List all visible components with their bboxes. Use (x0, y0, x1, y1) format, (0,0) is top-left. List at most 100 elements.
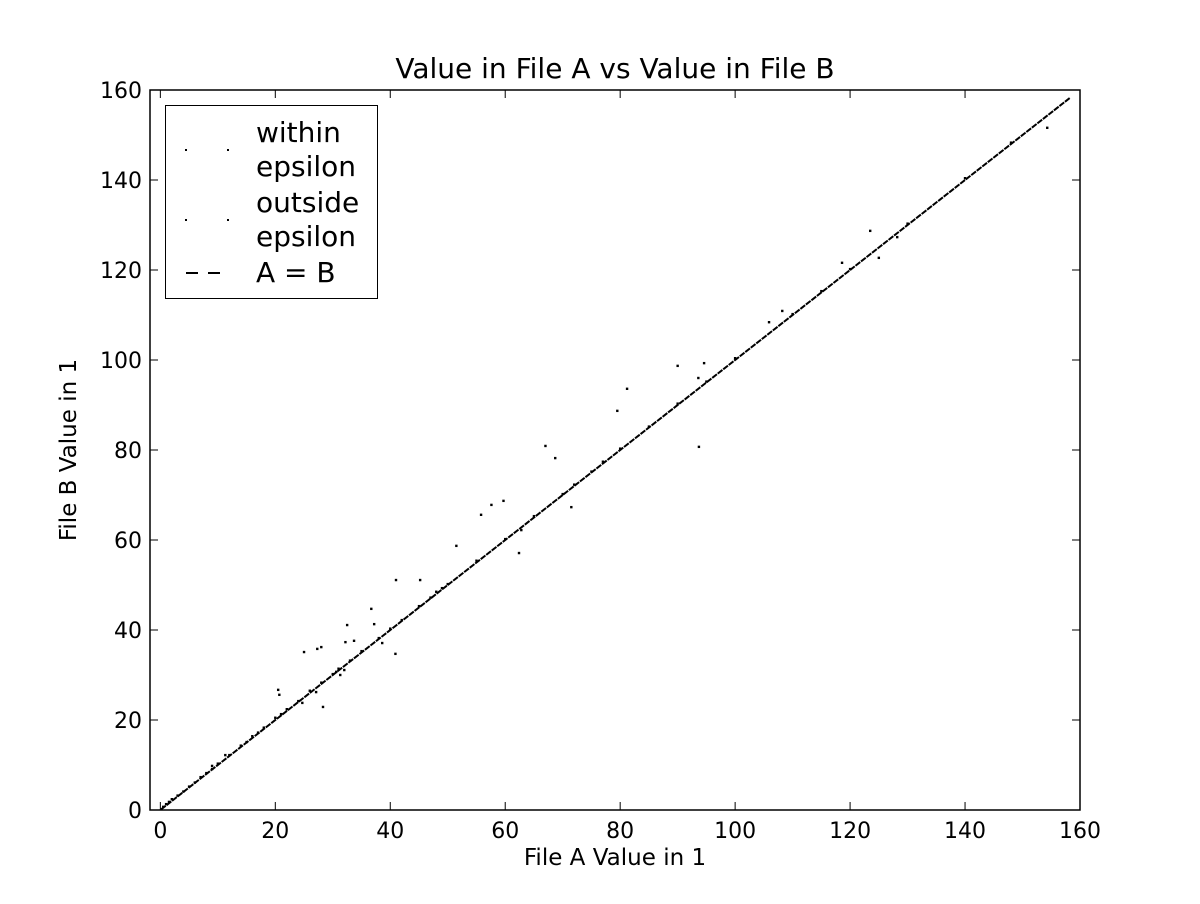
legend: within epsilon outside epsilon A = B (165, 105, 378, 299)
point (544, 444, 547, 448)
y-tick-label: 140 (100, 169, 142, 194)
point (429, 596, 432, 599)
y-tick-label: 120 (100, 259, 142, 284)
legend-marker (185, 219, 187, 221)
legend-label: A = B (256, 256, 336, 289)
point (381, 641, 384, 645)
point (440, 586, 444, 590)
x-tick-label: 160 (1059, 819, 1101, 844)
legend-swatch (185, 219, 229, 221)
point (274, 716, 277, 719)
point (767, 321, 771, 324)
point (276, 688, 280, 692)
point (475, 559, 478, 562)
point (320, 645, 323, 649)
point (321, 705, 325, 709)
legend-entry: within epsilon (166, 116, 377, 184)
point (676, 402, 679, 405)
point (896, 235, 899, 239)
point (963, 177, 967, 180)
x-tick-label: 80 (606, 819, 634, 844)
y-tick-label: 20 (114, 709, 142, 734)
x-tick-label: 0 (153, 819, 167, 844)
line (158, 96, 1071, 810)
point (301, 701, 304, 705)
point (344, 640, 347, 644)
point (316, 647, 319, 651)
point (370, 607, 373, 611)
y-axis-label: File B Value in 1 (56, 359, 82, 541)
point (906, 222, 909, 225)
point (625, 387, 629, 390)
y-tick-label: 0 (128, 799, 142, 824)
point (601, 460, 605, 463)
point (279, 712, 283, 716)
x-tick-label: 140 (944, 819, 986, 844)
legend-entry: A = B (166, 256, 377, 290)
point (1009, 141, 1013, 144)
point (360, 649, 363, 653)
y-tick-label: 60 (114, 529, 142, 554)
y-tick-label: 40 (114, 619, 142, 644)
point (394, 578, 398, 582)
point (372, 622, 376, 626)
point (820, 289, 823, 293)
legend-label: outside epsilon (256, 186, 360, 253)
point (455, 544, 458, 548)
x-tick-label: 120 (829, 819, 871, 844)
legend-entry: outside epsilon (166, 186, 377, 254)
point (520, 528, 523, 532)
point (697, 445, 701, 449)
point (618, 447, 622, 450)
point (532, 514, 536, 518)
point (697, 376, 700, 380)
point (285, 708, 288, 711)
point (877, 256, 881, 260)
point (164, 802, 168, 806)
point (224, 753, 227, 757)
x-tick-label: 20 (261, 819, 289, 844)
point (170, 798, 174, 801)
point (239, 744, 243, 747)
point (339, 673, 342, 677)
y-tick-label: 100 (100, 349, 142, 374)
point (1046, 126, 1049, 129)
point (352, 639, 356, 642)
point (394, 652, 397, 656)
legend-marker (227, 219, 229, 221)
point (570, 505, 573, 509)
point (210, 764, 214, 768)
point (616, 409, 619, 413)
point (308, 689, 311, 692)
y-tick-label: 80 (114, 439, 142, 464)
point (278, 693, 281, 696)
point (345, 623, 349, 627)
legend-marker (185, 149, 187, 151)
point (417, 604, 421, 608)
legend-marker (227, 149, 229, 151)
point (490, 503, 493, 507)
point (389, 627, 392, 630)
point (297, 699, 300, 703)
point (337, 667, 340, 670)
point (733, 357, 737, 360)
point (418, 578, 422, 582)
legend-swatch (185, 149, 229, 151)
x-axis-label: File A Value in 1 (524, 845, 706, 871)
point (561, 492, 564, 496)
x-tick-label: 100 (714, 819, 756, 844)
point (554, 456, 557, 460)
y-tick-label: 160 (100, 79, 142, 104)
point (517, 551, 521, 555)
point (320, 681, 323, 684)
point (502, 499, 505, 503)
point (435, 590, 438, 593)
point (343, 668, 346, 672)
x-tick-label: 60 (491, 819, 519, 844)
point (216, 762, 220, 765)
point (167, 800, 171, 804)
point (479, 513, 483, 516)
point (302, 650, 306, 654)
point (840, 261, 844, 264)
